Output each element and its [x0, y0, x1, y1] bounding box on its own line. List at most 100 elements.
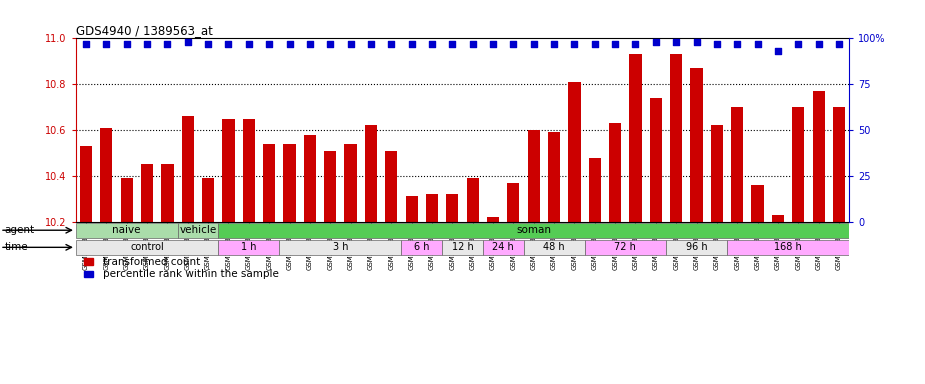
Bar — [344, 144, 357, 222]
Bar — [222, 119, 235, 222]
Bar — [483, 240, 524, 255]
Point — [79, 41, 93, 47]
Point — [241, 41, 256, 47]
Bar — [202, 178, 215, 222]
Point — [302, 41, 317, 47]
Text: GDS4940 / 1389563_at: GDS4940 / 1389563_at — [76, 24, 213, 37]
Point — [465, 41, 480, 47]
Point — [750, 41, 765, 47]
Bar — [727, 240, 849, 255]
Bar — [401, 240, 442, 255]
Bar — [588, 157, 601, 222]
Text: transformed count: transformed count — [103, 257, 200, 267]
Bar — [670, 55, 683, 222]
Text: 6 h: 6 h — [414, 242, 429, 252]
Bar — [263, 144, 276, 222]
Bar — [242, 119, 255, 222]
Bar — [832, 107, 845, 222]
Point — [201, 41, 216, 47]
Bar — [181, 116, 194, 222]
Point — [791, 41, 806, 47]
Bar — [80, 146, 93, 222]
Text: 1 h: 1 h — [241, 242, 256, 252]
Point — [506, 41, 521, 47]
Bar — [218, 223, 849, 238]
Point — [180, 39, 195, 45]
Bar — [792, 107, 805, 222]
Bar — [141, 164, 154, 222]
Point — [99, 41, 114, 47]
Bar — [487, 217, 500, 222]
Bar — [405, 197, 418, 222]
Bar — [771, 215, 784, 222]
Bar — [812, 91, 825, 222]
Point — [669, 39, 684, 45]
Point — [323, 41, 338, 47]
Bar — [442, 240, 483, 255]
Text: naive: naive — [113, 225, 141, 235]
Text: 24 h: 24 h — [492, 242, 514, 252]
Bar — [466, 178, 479, 222]
Text: 48 h: 48 h — [543, 242, 565, 252]
Text: 72 h: 72 h — [614, 242, 636, 252]
Point — [567, 41, 582, 47]
Bar — [649, 98, 662, 222]
Bar — [690, 68, 703, 222]
Text: percentile rank within the sample: percentile rank within the sample — [103, 269, 278, 279]
Text: agent: agent — [5, 225, 35, 235]
Text: 96 h: 96 h — [685, 242, 708, 252]
Bar — [710, 126, 723, 222]
Point — [262, 41, 277, 47]
Point — [730, 41, 745, 47]
Bar — [83, 271, 93, 277]
Bar — [548, 132, 561, 222]
Bar — [426, 194, 438, 222]
Bar — [283, 144, 296, 222]
Point — [119, 41, 134, 47]
Point — [709, 41, 724, 47]
Point — [648, 39, 663, 45]
Point — [811, 41, 826, 47]
Point — [486, 41, 500, 47]
Bar — [609, 123, 622, 222]
Bar — [161, 164, 174, 222]
Bar — [666, 240, 727, 255]
Bar — [568, 82, 581, 222]
Bar — [507, 183, 520, 222]
Bar — [324, 151, 337, 222]
Bar — [218, 240, 279, 255]
Bar — [100, 128, 113, 222]
Point — [547, 41, 561, 47]
Point — [384, 41, 399, 47]
Bar — [385, 151, 398, 222]
Bar — [527, 130, 540, 222]
Text: 12 h: 12 h — [451, 242, 474, 252]
Point — [445, 41, 460, 47]
Bar — [178, 223, 218, 238]
Bar — [731, 107, 744, 222]
Point — [404, 41, 419, 47]
Bar — [585, 240, 666, 255]
Point — [364, 41, 378, 47]
Point — [343, 41, 358, 47]
Bar — [524, 240, 585, 255]
Bar — [279, 240, 401, 255]
Text: 168 h: 168 h — [774, 242, 802, 252]
Bar — [83, 258, 93, 265]
Text: 3 h: 3 h — [333, 242, 348, 252]
Point — [221, 41, 236, 47]
Text: time: time — [5, 242, 29, 252]
Point — [587, 41, 602, 47]
Text: soman: soman — [516, 225, 551, 235]
Bar — [629, 55, 642, 222]
Point — [160, 41, 175, 47]
Point — [282, 41, 297, 47]
Text: vehicle: vehicle — [179, 225, 216, 235]
Point — [689, 39, 704, 45]
Bar — [446, 194, 459, 222]
Bar — [120, 178, 133, 222]
Point — [140, 41, 154, 47]
Point — [628, 41, 643, 47]
Bar — [303, 135, 316, 222]
Point — [832, 41, 846, 47]
